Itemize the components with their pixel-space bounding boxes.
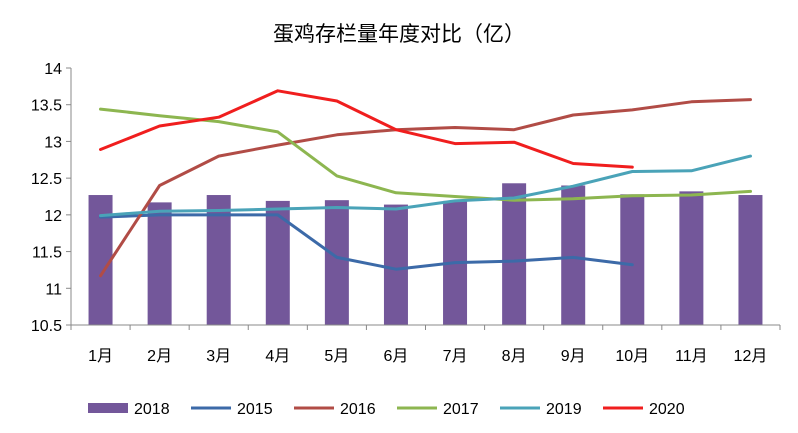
y-tick-label: 11 [45, 281, 62, 298]
x-tick-label: 12月 [734, 348, 768, 365]
legend-label-2017: 2017 [443, 401, 479, 418]
x-tick-label: 2月 [147, 348, 172, 365]
series-line-2015 [99, 213, 634, 271]
series-line-2017 [99, 107, 752, 202]
legend-label-2016: 2016 [340, 401, 376, 418]
y-tick-label: 13 [44, 134, 62, 151]
bar-2018 [147, 202, 172, 325]
x-tick-label: 8月 [502, 348, 527, 365]
x-tick-label: 3月 [206, 348, 231, 365]
series-line-2016 [99, 98, 752, 278]
series-line-2019 [99, 154, 752, 218]
x-tick-label: 10月 [615, 348, 649, 365]
legend-label-2020: 2020 [649, 401, 685, 418]
x-tick-label: 4月 [265, 348, 290, 365]
y-tick-label: 11.5 [32, 245, 62, 262]
y-tick-label: 13.5 [31, 98, 62, 115]
bar-2018 [620, 194, 645, 325]
plot-area: 10.5 11 11.5 12 12.5 13 13.5 14 1月 2月 3月 4月 5月 6月 7月 8月… [31, 61, 781, 365]
x-tick-label: 1月 [88, 348, 113, 365]
bar-2018 [561, 185, 586, 325]
legend: 2018 2015 2016 2017 2019 2020 [88, 401, 685, 418]
x-tick-label: 6月 [384, 348, 409, 365]
bar-2018 [324, 200, 349, 325]
bar-2018 [502, 183, 527, 325]
series-line-2020 [99, 89, 634, 169]
x-tick-label: 5月 [324, 348, 349, 365]
x-tick-label: 7月 [443, 348, 468, 365]
bar-2018 [738, 195, 763, 325]
legend-swatch-2018 [88, 403, 128, 413]
y-tick-label: 10.5 [31, 318, 62, 335]
y-tick-label: 14 [44, 61, 62, 78]
y-tick-label: 12 [44, 208, 62, 225]
x-tick-label: 11月 [675, 348, 708, 365]
x-tick-label: 9月 [561, 348, 586, 365]
chart-title: 蛋鸡存栏量年度对比（亿） [273, 22, 525, 46]
y-tick-label: 12.5 [31, 171, 62, 188]
legend-label-2019: 2019 [546, 401, 582, 418]
legend-label-2015: 2015 [237, 401, 273, 418]
bar-2018 [206, 195, 231, 325]
legend-label-2018: 2018 [134, 401, 170, 418]
bar-2018 [679, 191, 704, 325]
bar-2018 [383, 204, 408, 325]
